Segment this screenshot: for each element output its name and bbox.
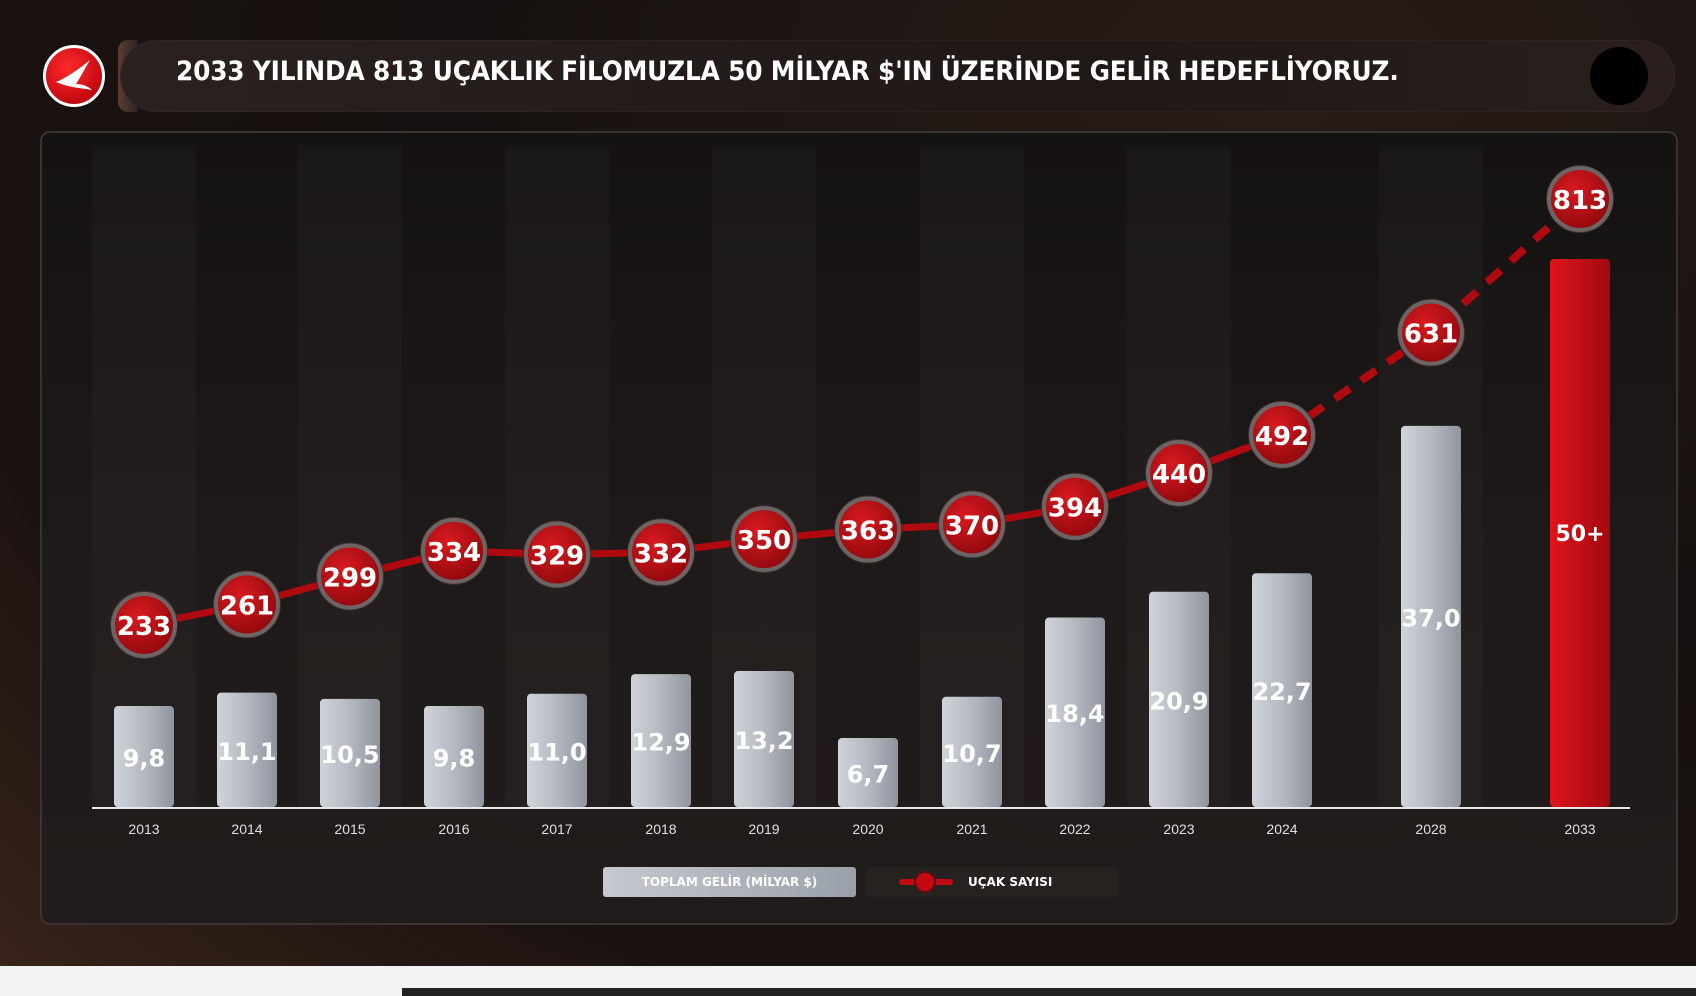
revenue-bar-2033	[1550, 259, 1610, 807]
aircraft-marker-2023: 440	[1145, 438, 1213, 507]
column-bg	[816, 145, 920, 807]
revenue-label-2013: 9,8	[123, 745, 166, 773]
revenue-label-2021: 10,7	[942, 740, 1001, 768]
revenue-label-2019: 13,2	[734, 727, 793, 755]
aircraft-markers: 233 261 299 334 329 332 350 363 370 394 440 492 631 8…	[110, 165, 1614, 659]
aircraft-label-2022: 394	[1048, 494, 1102, 524]
revenue-label-2024: 22,7	[1252, 678, 1311, 706]
aircraft-marker-2015: 299	[316, 542, 384, 611]
revenue-bar-2021	[942, 696, 1002, 807]
revenue-bar-2013	[114, 706, 174, 807]
revenue-label-2033: 50+	[1555, 522, 1604, 547]
aircraft-marker-2028: 631	[1397, 298, 1465, 367]
x-tick-2023: 2023	[1163, 821, 1194, 837]
aircraft-label-2020: 363	[841, 517, 895, 547]
revenue-bar-2019	[734, 671, 794, 807]
x-tick-2013: 2013	[128, 821, 159, 837]
x-tick-2022: 2022	[1059, 821, 1090, 837]
x-tick-2033: 2033	[1564, 821, 1595, 837]
x-tick-2021: 2021	[956, 821, 987, 837]
revenue-bar-2016	[424, 706, 484, 807]
revenue-label-2018: 12,9	[631, 729, 690, 757]
x-tick-2020: 2020	[852, 821, 883, 837]
revenue-label-2023: 20,9	[1149, 687, 1208, 715]
revenue-bar-2023	[1149, 591, 1209, 807]
aircraft-marker-2019: 350	[730, 505, 798, 574]
page-title: 2033 YILINDA 813 UÇAKLIK FİLOMUZLA 50 Mİ…	[176, 56, 1399, 87]
header-bar	[120, 40, 1675, 112]
revenue-bar-2017	[527, 693, 587, 807]
x-tick-2015: 2015	[334, 821, 365, 837]
aircraft-label-2018: 332	[634, 539, 688, 569]
aircraft-label-2021: 370	[945, 511, 999, 541]
legend-revenue-label: TOPLAM GELİR (MİLYAR $)	[641, 875, 818, 889]
legend-aircraft-label: UÇAK SAYISI	[968, 875, 1053, 889]
revenue-label-2014: 11,1	[217, 738, 276, 766]
aircraft-label-2028: 631	[1404, 320, 1458, 350]
aircraft-marker-2014: 261	[213, 570, 281, 639]
x-tick-2016: 2016	[438, 821, 469, 837]
revenue-label-2020: 6,7	[847, 760, 890, 788]
revenue-bars: 9,8 11,1 10,5 9,8 11,0 12,9 13,2 6,7 10,7 18,4 20,…	[114, 259, 1610, 807]
x-tick-2018: 2018	[645, 821, 676, 837]
aircraft-marker-2033: 813	[1546, 165, 1614, 233]
x-tick-2024: 2024	[1266, 821, 1297, 837]
aircraft-marker-2013: 233	[110, 591, 178, 659]
line-with-dot-icon	[899, 871, 953, 893]
aircraft-label-2016: 334	[427, 538, 481, 568]
revenue-bar-2028	[1401, 425, 1461, 807]
revenue-bar-2018	[631, 674, 691, 807]
aircraft-label-2024: 492	[1255, 422, 1309, 452]
revenue-label-2028: 37,0	[1401, 604, 1460, 632]
aircraft-marker-2018: 332	[627, 518, 695, 587]
legend-revenue: TOPLAM GELİR (MİLYAR $)	[603, 867, 856, 897]
x-tick-labels: 2013 2014 2015 2016 2017 2018 2019 2020 2021 2022…	[128, 821, 1595, 837]
aircraft-label-2023: 440	[1152, 460, 1206, 490]
aircraft-label-2015: 299	[323, 564, 377, 594]
revenue-bar-2020	[838, 737, 898, 807]
footer-dark-strip	[402, 988, 1696, 996]
airline-logo-icon	[43, 45, 105, 107]
aircraft-label-2033: 813	[1553, 186, 1607, 216]
x-tick-2028: 2028	[1415, 821, 1446, 837]
revenue-label-2017: 11,0	[527, 738, 586, 766]
revenue-bar-2022	[1045, 617, 1105, 807]
revenue-bar-2014	[217, 692, 277, 807]
revenue-bar-2024	[1252, 573, 1312, 807]
aircraft-label-2013: 233	[117, 612, 171, 642]
legend-aircraft: UÇAK SAYISI	[866, 867, 1119, 897]
x-tick-2017: 2017	[541, 821, 572, 837]
aircraft-marker-2016: 334	[420, 516, 488, 585]
aircraft-marker-2022: 394	[1041, 472, 1109, 541]
aircraft-marker-2020: 363	[834, 495, 902, 564]
aircraft-label-2019: 350	[737, 526, 791, 556]
header-dot	[1590, 47, 1648, 105]
aircraft-label-2014: 261	[220, 591, 274, 621]
aircraft-label-2017: 329	[530, 541, 584, 571]
revenue-label-2015: 10,5	[320, 741, 379, 769]
revenue-label-2022: 18,4	[1045, 700, 1104, 728]
aircraft-marker-2017: 329	[523, 520, 591, 589]
aircraft-marker-2021: 370	[938, 490, 1006, 559]
aircraft-marker-2024: 492	[1248, 400, 1316, 469]
x-tick-2019: 2019	[748, 821, 779, 837]
revenue-bar-2015	[320, 698, 380, 807]
x-tick-2014: 2014	[231, 821, 262, 837]
revenue-label-2016: 9,8	[433, 745, 476, 773]
